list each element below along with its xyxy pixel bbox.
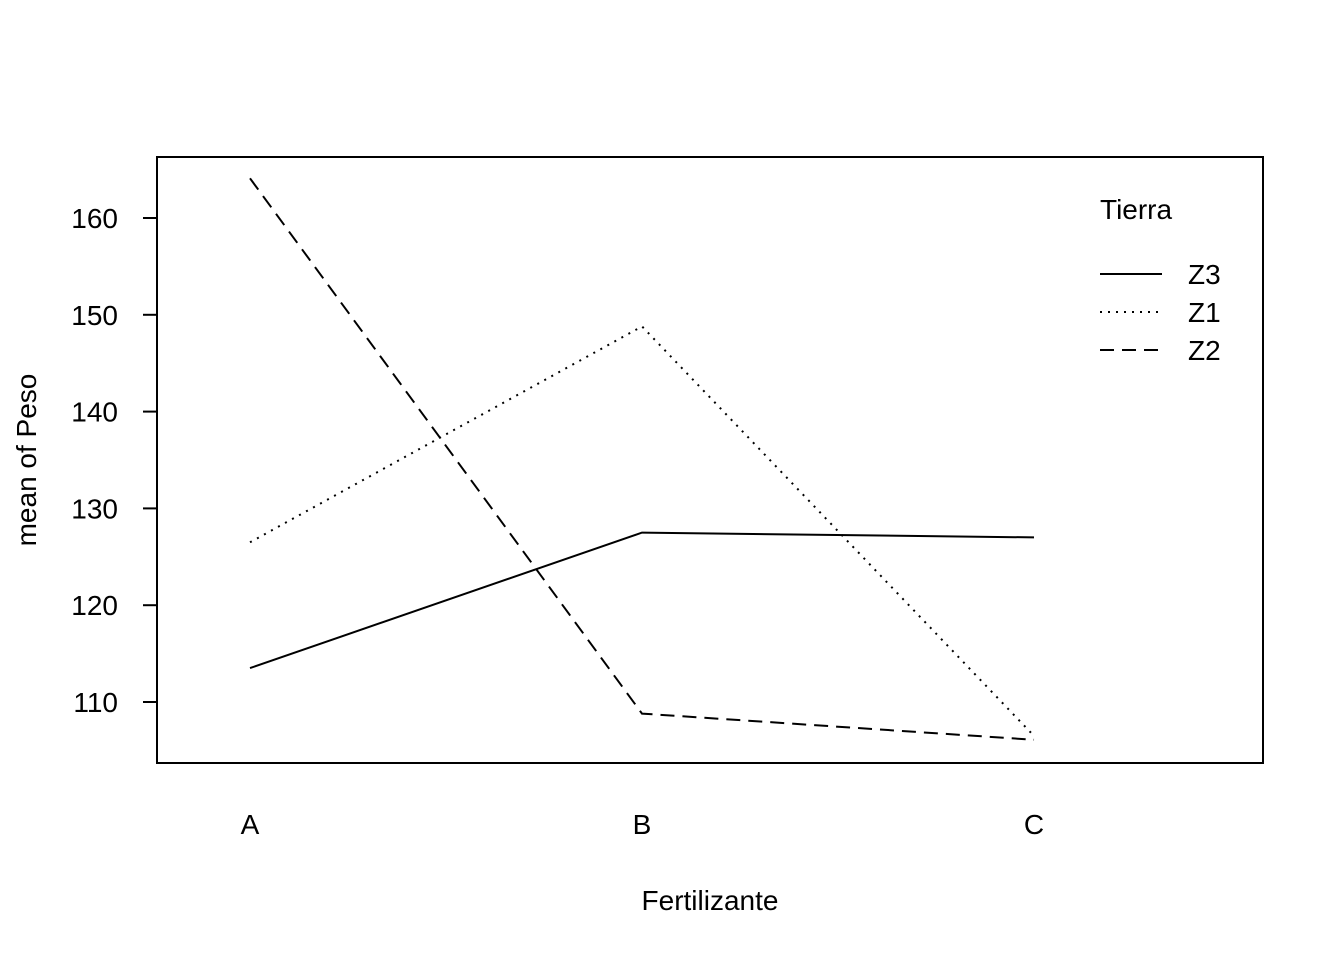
x-tick-label: A: [241, 809, 260, 840]
series-line-z3: [249, 531, 1035, 670]
y-tick-label: 130: [71, 493, 118, 524]
legend: Tierra Z3 Z1 Z2: [1100, 194, 1221, 366]
x-tick-label: B: [633, 809, 652, 840]
y-tick-label: 110: [73, 687, 118, 718]
series-line-z2: [249, 177, 1035, 741]
legend-label-z1: Z1: [1188, 297, 1221, 328]
y-axis: 110 120 130 140 150 160: [71, 203, 157, 718]
y-tick-label: 160: [71, 203, 118, 234]
legend-label-z3: Z3: [1188, 259, 1221, 290]
x-axis-label: Fertilizante: [642, 885, 779, 916]
plot-frame: [156, 156, 1264, 764]
y-tick-label: 140: [71, 397, 118, 428]
x-axis: A B C: [241, 809, 1044, 840]
legend-label-z2: Z2: [1188, 335, 1221, 366]
series-layer: [249, 177, 1035, 741]
legend-title: Tierra: [1100, 194, 1173, 225]
y-tick-label: 120: [71, 590, 118, 621]
series-line-z1: [249, 325, 1035, 737]
y-tick-label: 150: [71, 300, 118, 331]
x-tick-label: C: [1024, 809, 1044, 840]
y-axis-label: mean of Peso: [11, 374, 42, 547]
